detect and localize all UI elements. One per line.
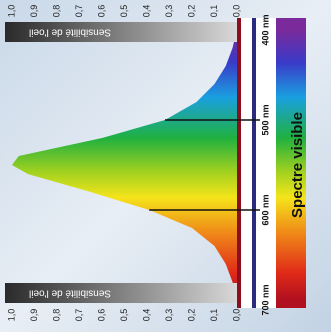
y-tick-label: 0,5: [119, 5, 129, 18]
x-tick-label: 600 nm: [260, 194, 270, 225]
y-tick-label: 0,2: [186, 309, 196, 322]
y-tick-label: 1,0: [6, 5, 16, 18]
stripe: [256, 18, 276, 308]
stripe: [252, 18, 256, 308]
y-tick-label: 0,9: [29, 5, 39, 18]
x-tick-label: 700 nm: [260, 284, 270, 315]
y-tick-label: 0,4: [141, 309, 151, 322]
chart-title: Spectre visible: [289, 112, 306, 218]
stripe: [237, 18, 241, 308]
y-tick-label: 0,4: [141, 5, 151, 18]
y-tick-label: 0,9: [29, 309, 39, 322]
y-tick-label: 0,8: [51, 5, 61, 18]
y-tick-label: 0,5: [119, 309, 129, 322]
stripe: [241, 18, 252, 308]
axis-label: Sensibilité de l'oeil: [29, 26, 111, 37]
y-tick-label: 0,7: [74, 5, 84, 18]
y-tick-label: 0,1: [209, 309, 219, 322]
axis-label: Sensibilité de l'oeil: [29, 287, 111, 298]
y-tick-label: 0,7: [74, 309, 84, 322]
y-tick-label: 0,8: [51, 309, 61, 322]
y-tick-label: 0,0: [231, 309, 241, 322]
y-tick-label: 0,6: [96, 309, 106, 322]
y-tick-label: 0,0: [231, 5, 241, 18]
x-tick-label: 400 nm: [260, 14, 270, 45]
y-tick-label: 0,6: [96, 5, 106, 18]
y-tick-label: 0,3: [164, 309, 174, 322]
y-tick-label: 0,2: [186, 5, 196, 18]
y-tick-label: 1,0: [6, 309, 16, 322]
y-tick-label: 0,1: [209, 5, 219, 18]
y-tick-label: 0,3: [164, 5, 174, 18]
x-tick-label: 500 nm: [260, 104, 270, 135]
chart: Sensibilité de l'oeil Sensibilité de l'o…: [0, 0, 331, 332]
